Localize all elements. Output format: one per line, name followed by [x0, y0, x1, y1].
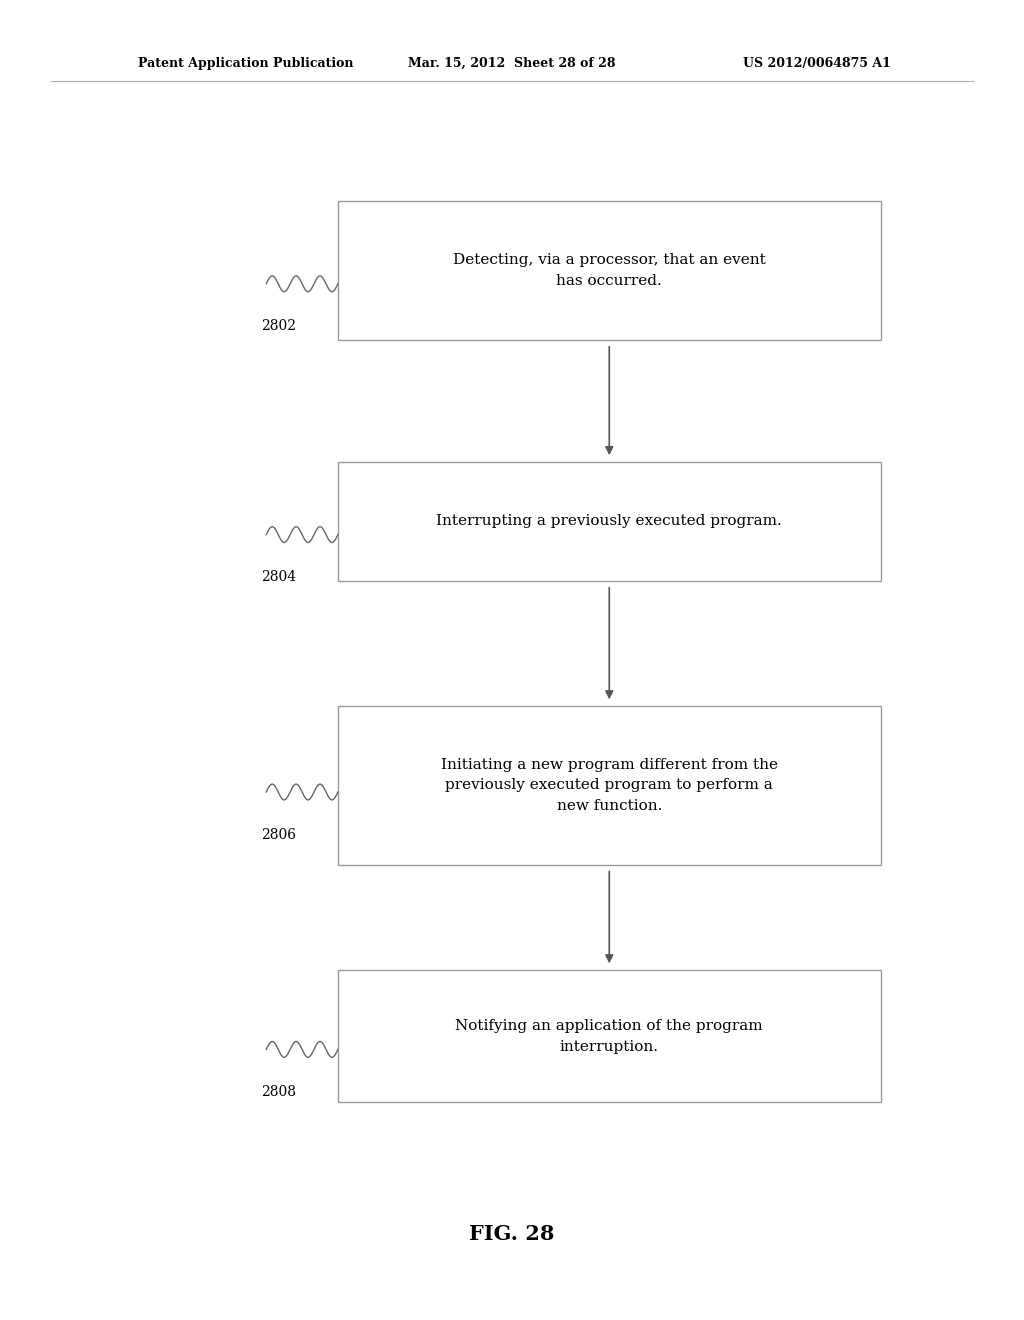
Bar — [338, 462, 881, 581]
Bar — [338, 970, 881, 1102]
Text: 2808: 2808 — [261, 1085, 296, 1100]
Bar — [338, 201, 881, 339]
Text: Interrupting a previously executed program.: Interrupting a previously executed progr… — [436, 515, 782, 528]
Text: Detecting, via a processor, that an event
has occurred.: Detecting, via a processor, that an even… — [453, 253, 766, 288]
Text: Mar. 15, 2012  Sheet 28 of 28: Mar. 15, 2012 Sheet 28 of 28 — [409, 57, 615, 70]
Text: Patent Application Publication: Patent Application Publication — [138, 57, 353, 70]
Text: FIG. 28: FIG. 28 — [469, 1224, 555, 1245]
Text: 2802: 2802 — [261, 319, 296, 334]
Bar — [338, 706, 881, 865]
Text: 2804: 2804 — [261, 570, 296, 585]
Text: 2806: 2806 — [261, 828, 296, 842]
Text: US 2012/0064875 A1: US 2012/0064875 A1 — [743, 57, 891, 70]
Text: Initiating a new program different from the
previously executed program to perfo: Initiating a new program different from … — [440, 758, 778, 813]
Text: Notifying an application of the program
interruption.: Notifying an application of the program … — [456, 1019, 763, 1053]
